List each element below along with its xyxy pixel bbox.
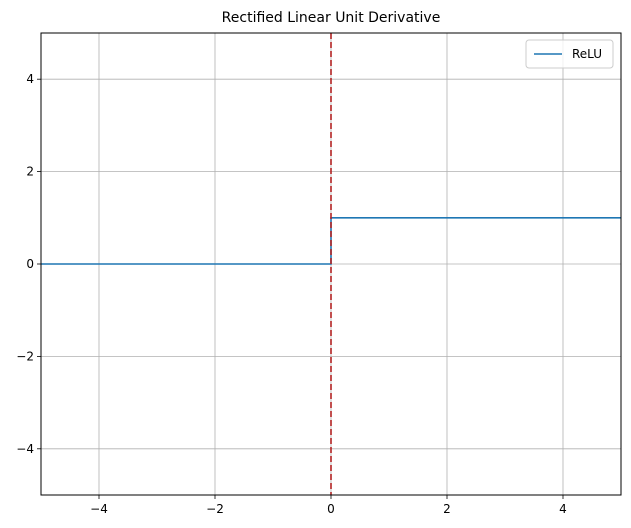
x-tick-label: −4 bbox=[90, 502, 108, 516]
plot-frame bbox=[40, 32, 622, 496]
x-tick-label: 0 bbox=[327, 502, 335, 516]
legend-box bbox=[525, 39, 614, 69]
x-tick-label: 2 bbox=[443, 502, 451, 516]
x-axis-ticks: −4 −2 0 2 4 bbox=[90, 495, 567, 516]
y-axis-ticks: −4 −2 0 2 4 bbox=[16, 72, 41, 456]
legend-label: ReLU bbox=[572, 47, 602, 61]
y-tick-label: 0 bbox=[26, 257, 34, 271]
x-tick-label: 4 bbox=[559, 502, 567, 516]
y-tick-label: 2 bbox=[26, 165, 34, 179]
x-tick-label: −2 bbox=[206, 502, 224, 516]
y-tick-label: −4 bbox=[16, 442, 34, 456]
y-tick-label: 4 bbox=[26, 72, 34, 86]
chart-title: Rectified Linear Unit Derivative bbox=[222, 10, 441, 26]
y-tick-label: −2 bbox=[16, 349, 34, 363]
legend: ReLU bbox=[525, 39, 614, 69]
